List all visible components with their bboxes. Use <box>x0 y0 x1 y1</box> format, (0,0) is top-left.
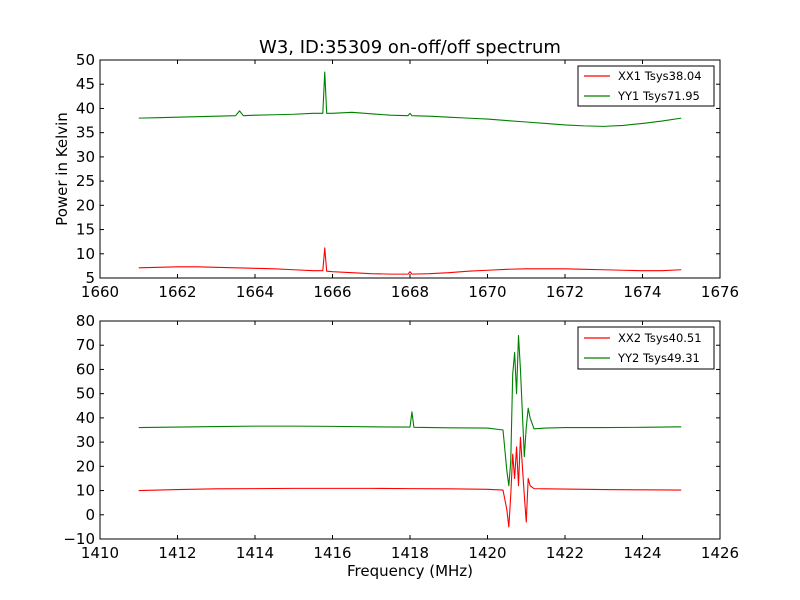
y-tick-label: 20 <box>76 457 95 475</box>
x-tick-label: 1416 <box>313 544 351 562</box>
bottom-legend: XX2 Tsys40.51 YY2 Tsys49.31 <box>577 326 715 370</box>
x-tick-label: 1426 <box>701 544 739 562</box>
y-tick-label: 50 <box>76 385 95 403</box>
y-tick-label: 45 <box>76 75 95 93</box>
top-plot-lines <box>138 71 682 275</box>
bottom-panel: Frequency (MHz) 1410 1412 1414 1416 1418 1420… <box>63 312 739 580</box>
y-tick-label: 30 <box>76 148 95 166</box>
x-tick-label: 1674 <box>623 283 661 301</box>
legend-label-xx2: XX2 Tsys40.51 <box>618 331 702 345</box>
y-tick-label: 60 <box>76 360 95 378</box>
y-tick-label: −10 <box>63 530 95 548</box>
x-tick-label: 1670 <box>468 283 506 301</box>
series-line-yy2 <box>138 334 682 487</box>
y-tick-label: 40 <box>76 99 95 117</box>
x-tick-label: 1666 <box>313 283 351 301</box>
y-tick-label: 80 <box>76 312 95 330</box>
y-tick-label: 35 <box>76 124 95 142</box>
bottom-axis-ticks: 1410 1412 1414 1416 1418 1420 1422 1424 1426 −10 0… <box>63 312 739 562</box>
y-tick-label: 70 <box>76 336 95 354</box>
y-tick-label: 25 <box>76 172 95 190</box>
top-legend: XX1 Tsys38.04 YY1 Tsys71.95 <box>577 65 715 107</box>
x-tick-label: 1422 <box>546 544 584 562</box>
legend-label-yy1: YY1 Tsys71.95 <box>617 89 700 103</box>
series-line-xx2 <box>138 436 682 528</box>
y-tick-label: 50 <box>76 51 95 69</box>
legend-box <box>577 326 715 370</box>
x-tick-label: 1672 <box>546 283 584 301</box>
bottom-axes-frame <box>99 320 721 540</box>
x-axis-label: Frequency (MHz) <box>347 562 473 580</box>
series-line-xx1 <box>138 247 682 275</box>
x-tick-label: 1668 <box>391 283 429 301</box>
series-line-yy1 <box>138 71 682 127</box>
legend-label-yy2: YY2 Tsys49.31 <box>617 351 700 365</box>
top-axes-frame <box>99 59 721 279</box>
y-tick-label: 0 <box>85 506 95 524</box>
y-axis-label: Power in Kelvin <box>53 112 71 226</box>
y-tick-label: 30 <box>76 433 95 451</box>
x-tick-label: 1410 <box>81 544 119 562</box>
x-tick-label: 1662 <box>158 283 196 301</box>
y-tick-label: 40 <box>76 409 95 427</box>
bottom-plot-lines <box>138 334 682 528</box>
x-tick-label: 1418 <box>391 544 429 562</box>
x-tick-label: 1676 <box>701 283 739 301</box>
legend-label-xx1: XX1 Tsys38.04 <box>618 69 702 83</box>
y-tick-label: 15 <box>76 221 95 239</box>
x-tick-label: 1420 <box>468 544 506 562</box>
y-tick-label: 10 <box>76 245 95 263</box>
legend-box <box>577 65 715 107</box>
x-tick-label: 1664 <box>236 283 274 301</box>
y-tick-label: 5 <box>85 269 95 287</box>
x-tick-label: 1424 <box>623 544 661 562</box>
x-tick-label: 1660 <box>81 283 119 301</box>
top-axis-ticks: 1660 1662 1664 1666 1668 1670 1672 1674 1676 5 10 1… <box>76 51 739 301</box>
y-tick-label: 10 <box>76 482 95 500</box>
x-tick-label: 1412 <box>158 544 196 562</box>
chart-title: W3, ID:35309 on-off/off spectrum <box>259 37 561 58</box>
top-panel: W3, ID:35309 on-off/off spectrum Power i… <box>53 37 739 301</box>
y-tick-label: 20 <box>76 196 95 214</box>
x-tick-label: 1414 <box>236 544 274 562</box>
